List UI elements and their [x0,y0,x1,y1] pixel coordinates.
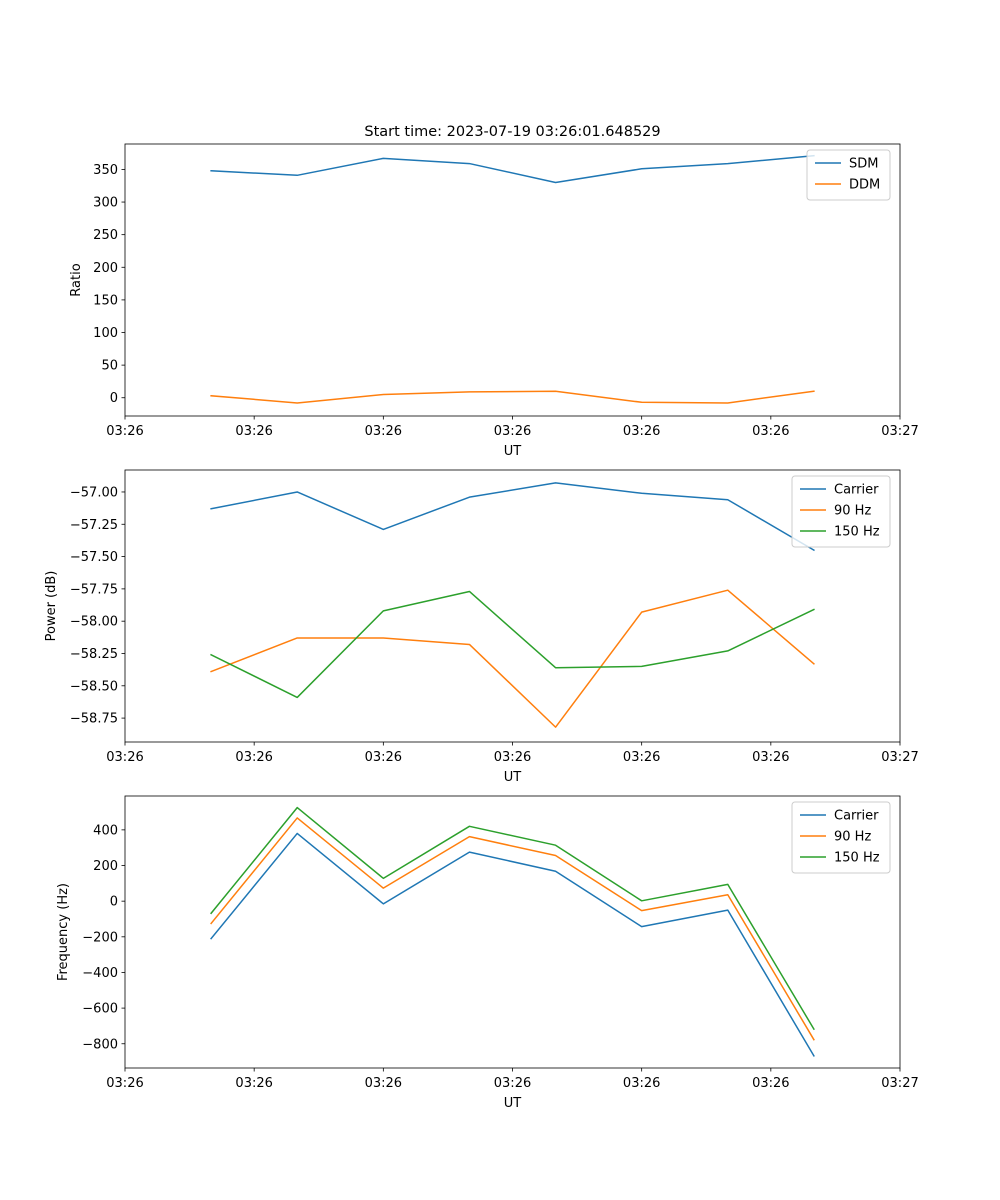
x-tick-label: 03:26 [235,1076,272,1091]
x-axis-label: UT [504,444,522,459]
x-axis-label: UT [504,770,522,785]
series-line-150-hz [210,590,815,699]
y-tick-label: 200 [93,261,118,276]
y-tick-label: 350 [93,163,118,178]
x-tick-label: 03:26 [365,424,402,439]
x-tick-label: 03:26 [623,1076,660,1091]
y-tick-label: −57.25 [70,518,118,533]
x-tick-label: 03:26 [623,750,660,765]
series-line-carrier [210,482,815,552]
y-tick-label: −800 [82,1037,118,1052]
legend-label: 150 Hz [834,525,880,540]
x-tick-label: 03:26 [106,424,143,439]
legend-label: Carrier [834,483,879,498]
x-tick-label: 03:26 [365,1076,402,1091]
y-axis-label: Frequency (Hz) [56,883,71,981]
legend-box [791,475,891,548]
x-tick-label: 03:26 [365,750,402,765]
legend-box [791,801,891,874]
x-tick-label: 03:26 [494,1076,531,1091]
y-tick-label: −58.50 [70,679,118,694]
series-line-90-hz [210,817,815,1041]
x-tick-label: 03:26 [752,750,789,765]
x-tick-label: 03:27 [881,750,918,765]
y-tick-label: 0 [110,391,118,406]
y-tick-label: 250 [93,228,118,243]
y-tick-label: −200 [82,930,118,945]
x-tick-label: 03:26 [494,424,531,439]
legend-label: Carrier [834,809,879,824]
y-tick-label: −600 [82,1002,118,1017]
y-tick-label: −57.75 [70,582,118,597]
y-tick-label: 200 [93,859,118,874]
legend-label: 90 Hz [834,504,871,519]
y-tick-label: 400 [93,823,118,838]
x-tick-label: 03:26 [106,1076,143,1091]
y-axis-label: Power (dB) [44,571,59,642]
series-line-90-hz [210,589,815,728]
x-tick-label: 03:26 [494,750,531,765]
y-tick-label: −58.75 [70,712,118,727]
x-tick-label: 03:26 [235,750,272,765]
x-tick-label: 03:26 [235,424,272,439]
x-tick-label: 03:26 [752,1076,789,1091]
y-tick-label: −57.50 [70,550,118,565]
x-tick-label: 03:27 [881,424,918,439]
series-line-carrier [210,832,815,1057]
figure-title: Start time: 2023-07-19 03:26:01.648529 [364,124,660,140]
y-tick-label: −58.00 [70,615,118,630]
y-axis-label: Ratio [69,263,84,296]
legend-label: 90 Hz [834,830,871,845]
y-tick-label: −57.00 [70,485,118,500]
x-axis-label: UT [504,1096,522,1111]
legend-label: SDM [849,157,878,172]
legend-label: 150 Hz [834,851,880,866]
legend-label: DDM [849,178,880,193]
y-tick-label: −400 [82,966,118,981]
y-tick-label: 0 [110,895,118,910]
x-tick-label: 03:26 [752,424,789,439]
y-tick-label: 300 [93,196,118,211]
series-line-ddm [210,390,815,404]
series-line-sdm [210,154,815,184]
x-tick-label: 03:26 [623,424,660,439]
x-tick-label: 03:26 [106,750,143,765]
y-tick-label: −58.25 [70,647,118,662]
ratio-panel: 03:26 03:26 03:26 03:26 03:26 03:26 03:27 0 50 10… [69,143,919,459]
power-panel: 03:26 03:26 03:26 03:26 03:26 03:26 03:27 −57.0… [44,469,919,785]
frequency-panel: 03:26 03:26 03:26 03:26 03:26 03:26 03:27 400 20… [56,795,919,1111]
x-tick-label: 03:27 [881,1076,918,1091]
series-line-150-hz [210,806,815,1031]
y-tick-label: 150 [93,293,118,308]
y-tick-label: 100 [93,326,118,341]
y-tick-label: 50 [101,359,118,374]
